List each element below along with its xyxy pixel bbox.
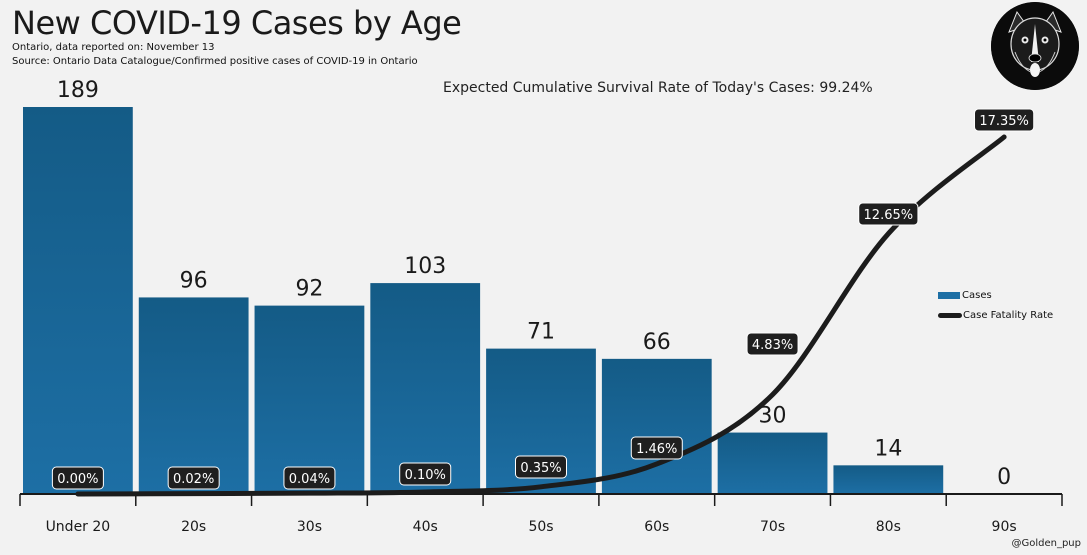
cfr-line [75,134,1007,497]
bar-value-label: 96 [180,268,208,293]
x-tick-label: Under 20 [46,519,111,535]
cfr-data-label: 12.65% [858,202,919,226]
survival-rate-annotation: Expected Cumulative Survival Rate of Tod… [443,80,873,96]
cfr-data-label: 0.04% [283,466,336,490]
cfr-data-label: 17.35% [974,108,1035,132]
x-tick-label: 60s [644,519,669,535]
cfr-data-label: 1.46% [630,436,683,460]
bar-3 [370,283,481,494]
bar-value-label: 71 [527,320,555,345]
x-tick-label: 80s [876,519,901,535]
cfr-data-label: 0.02% [167,466,220,490]
bar-7 [833,465,944,494]
bar-value-label: 0 [997,465,1011,490]
svg-text:4.83%: 4.83% [752,338,793,353]
cfr-data-label: 0.10% [399,462,452,486]
legend-label-cfr: Case Fatality Rate [963,309,1054,321]
legend-item-cases: Cases [938,285,1053,305]
svg-text:0.10%: 0.10% [405,468,446,483]
svg-text:0.04%: 0.04% [289,472,330,487]
x-tick-label: 50s [528,519,553,535]
chart-subtitle: Ontario, data reported on: November 13 [12,42,215,53]
bar-value-label: 30 [759,404,787,429]
bar-6 [717,432,828,494]
chart-source: Source: Ontario Data Catalogue/Confirmed… [12,56,418,67]
chart-title: New COVID-19 Cases by Age [12,4,462,42]
x-tick-label: 20s [181,519,206,535]
legend-label-cases: Cases [962,289,992,301]
bar-2 [254,305,365,494]
legend-swatch-cfr [938,312,962,318]
bar-value-label: 66 [643,330,671,355]
svg-text:12.65%: 12.65% [864,208,914,223]
x-tick-label: 90s [992,519,1017,535]
svg-text:0.35%: 0.35% [520,461,561,476]
svg-text:17.35%: 17.35% [979,114,1029,129]
bar-value-label: 92 [295,277,323,302]
x-tick-label: 30s [297,519,322,535]
bar-value-label: 103 [404,254,446,279]
svg-text:0.00%: 0.00% [57,472,98,487]
bar-value-label: 14 [874,436,902,461]
bar-0 [23,107,133,494]
dog-logo-icon [991,2,1079,90]
cfr-data-label: 0.35% [515,455,567,479]
x-tick-label: 40s [413,519,438,535]
legend-swatch-cases [938,291,960,299]
bar-5 [601,358,712,494]
x-tick-label: 70s [760,519,785,535]
svg-text:1.46%: 1.46% [636,442,677,457]
chart-legend: Cases Case Fatality Rate [938,285,1053,325]
bar-1 [138,297,249,494]
cfr-data-label: 0.00% [51,466,104,490]
bar-value-label: 189 [57,78,99,103]
watermark-handle: @Golden_pup [1011,538,1081,549]
cfr-data-label: 4.83% [746,332,799,356]
svg-text:0.02%: 0.02% [173,472,214,487]
legend-item-cfr: Case Fatality Rate [938,305,1053,325]
